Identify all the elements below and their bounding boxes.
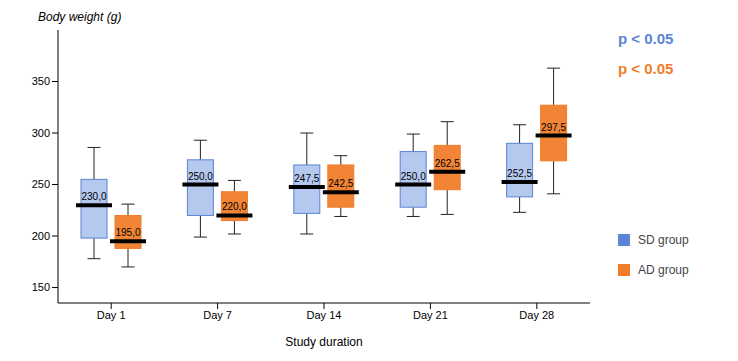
html-text:p < 0.05: p < 0.05 (618, 30, 674, 47)
svg-text:250,0: 250,0 (401, 171, 426, 182)
svg-text:195,0: 195,0 (115, 227, 140, 238)
svg-text:Day 7: Day 7 (203, 309, 232, 321)
svg-text:Study duration: Study duration (285, 335, 362, 349)
svg-text:297,5: 297,5 (541, 122, 566, 133)
svg-text:252,5: 252,5 (507, 168, 532, 179)
svg-text:Day 28: Day 28 (519, 309, 554, 321)
svg-text:247,5: 247,5 (294, 173, 319, 184)
svg-text:250: 250 (32, 178, 50, 190)
svg-text:150: 150 (32, 281, 50, 293)
html-text:AD group: AD group (638, 263, 689, 277)
svg-text:Day 1: Day 1 (97, 309, 126, 321)
html-text:Body weight (g): Body weight (g) (38, 10, 122, 24)
html-text:p < 0.05: p < 0.05 (618, 60, 674, 77)
svg-text:220,0: 220,0 (222, 201, 247, 212)
html-text:SD group: SD group (638, 233, 689, 247)
svg-text:Day 21: Day 21 (413, 309, 448, 321)
svg-text:300: 300 (32, 127, 50, 139)
svg-text:250,0: 250,0 (188, 171, 213, 182)
svg-text:262,5: 262,5 (435, 158, 460, 169)
svg-text:350: 350 (32, 75, 50, 87)
svg-text:242,5: 242,5 (328, 178, 353, 189)
svg-text:Day 14: Day 14 (307, 309, 342, 321)
svg-text:230,0: 230,0 (81, 191, 106, 202)
svg-text:200: 200 (32, 230, 50, 242)
